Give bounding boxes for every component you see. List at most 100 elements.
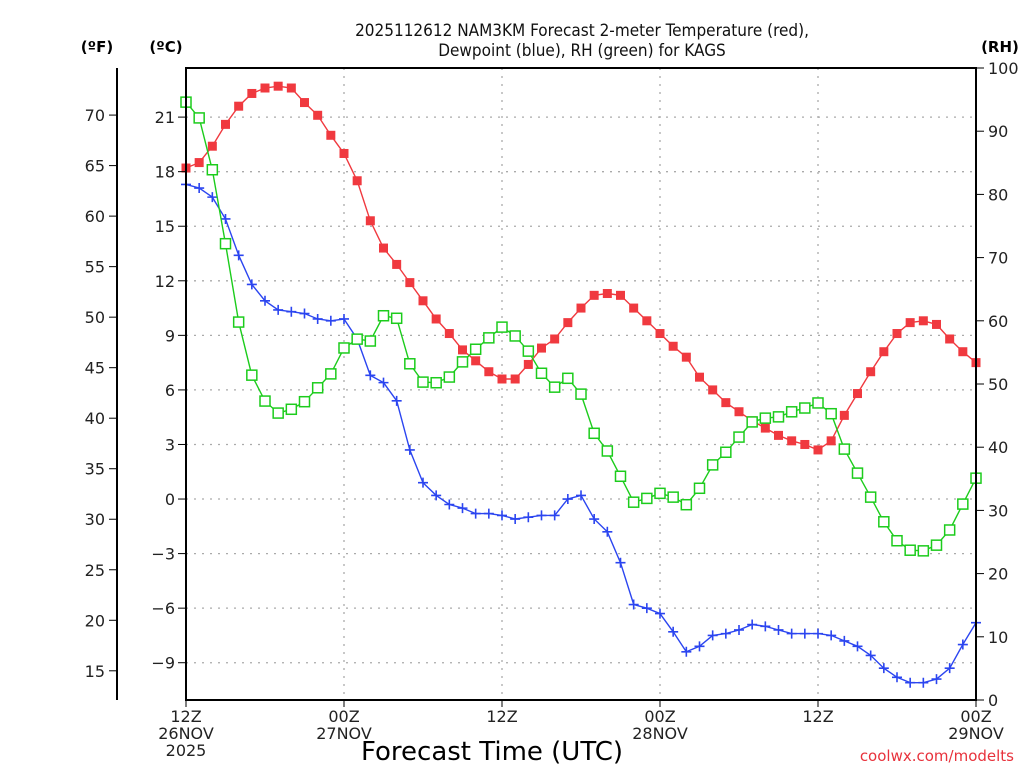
series-layer (180, 81, 982, 688)
temperature-point (207, 141, 217, 151)
credit-link[interactable]: coolwx.com/modelts (860, 747, 1014, 765)
temperature-point (273, 81, 283, 91)
fahrenheit-tick-label: 30 (85, 510, 105, 529)
temperature-point (444, 329, 454, 339)
dewpoint-point (878, 663, 889, 674)
dewpoint-point (497, 510, 507, 521)
temperature-point (471, 356, 481, 366)
dewpoint-point (865, 650, 876, 661)
celsius-tick-label: 21 (155, 108, 175, 127)
rh-unit-label: (RH) (981, 38, 1019, 56)
chart-title-line2: Dewpoint (blue), RH (green) for KAGS (438, 41, 726, 61)
rh-point (706, 459, 719, 471)
x-tick-label: 29NOV (948, 724, 1004, 743)
rh-point (496, 321, 508, 333)
temperature-point (247, 88, 257, 98)
rh-point (733, 431, 745, 443)
rh-point (417, 376, 429, 388)
rh-point (667, 491, 679, 503)
temperature-point (326, 130, 336, 140)
rh-point (232, 316, 245, 328)
temperature-point (905, 318, 915, 328)
temperature-point (774, 430, 783, 440)
dewpoint-point (365, 370, 376, 381)
temperature-point (234, 101, 244, 111)
fahrenheit-tick-label: 50 (85, 308, 105, 327)
fahrenheit-tick-label: 15 (85, 662, 105, 681)
temperature-point (602, 289, 612, 299)
fahrenheit-unit-label: (ºF) (81, 38, 113, 56)
dewpoint-point (470, 508, 481, 519)
dewpoint-point (510, 514, 521, 525)
dewpoint-point (641, 603, 652, 614)
rh-point (904, 544, 916, 556)
dewpoint-point (391, 395, 402, 406)
dewpoint-point (957, 639, 968, 650)
dewpoint-point (483, 508, 494, 519)
temperature-point (563, 318, 573, 328)
temperature-point (800, 439, 810, 449)
rh-tick-label: 40 (988, 438, 1008, 457)
rh-point (456, 356, 469, 368)
temperature-point (484, 367, 494, 377)
dewpoint-point (220, 213, 231, 224)
temperature-point (510, 374, 520, 384)
rh-point (654, 487, 666, 500)
rh-point (799, 402, 811, 414)
rh-point (325, 368, 337, 380)
rh-point (535, 367, 548, 380)
temperature-point (221, 119, 230, 129)
rh-point (351, 333, 363, 345)
rh-point (891, 534, 903, 547)
rh-point (390, 312, 403, 325)
x-tick-label: 28NOV (632, 724, 688, 743)
fahrenheit-tick-label: 45 (85, 359, 105, 378)
rh-point (851, 467, 864, 479)
x-tick-label: 12Z (170, 707, 201, 726)
rh-line (185, 101, 977, 552)
rh-point (917, 545, 930, 557)
x-tick-label: 00Z (644, 707, 675, 726)
rh-tick-label: 90 (988, 122, 1008, 141)
x-tick-label: 00Z (960, 707, 991, 726)
x-axis-title: Forecast Time (UTC) (361, 737, 623, 767)
temperature-point (300, 98, 309, 108)
x-tick-label: 12Z (486, 707, 517, 726)
temperature-point (418, 296, 428, 306)
rh-tick-label: 80 (988, 185, 1008, 204)
dewpoint-point (839, 635, 850, 646)
dewpoint-point (668, 626, 679, 637)
temperature-point (642, 316, 652, 326)
fahrenheit-tick-label: 65 (85, 157, 105, 176)
x-tick-label: 00Z (328, 707, 359, 726)
rh-tick-label: 0 (988, 691, 998, 710)
rh-tick-label: 70 (988, 249, 1008, 268)
x-tick-label: 27NOV (316, 724, 372, 743)
celsius-unit-label: (ºC) (149, 38, 182, 56)
temperature-point (352, 176, 362, 186)
dewpoint-point (655, 608, 665, 619)
fahrenheit-tick-label: 35 (85, 460, 105, 479)
dewpoint-point (233, 250, 244, 261)
dewpoint-point (773, 624, 784, 635)
rh-point (219, 237, 232, 250)
rh-point (772, 411, 785, 423)
temperature-point (550, 334, 560, 344)
temperature-point (932, 319, 941, 329)
dewpoint-point (615, 557, 626, 568)
temperature-point (813, 445, 823, 455)
dewpoint-point (931, 674, 942, 685)
rh-point (469, 343, 482, 355)
temperature-point (787, 436, 797, 446)
temperature-point (523, 359, 533, 369)
rh-point (259, 395, 271, 407)
temperature-point (958, 347, 968, 357)
dewpoint-point (260, 295, 270, 306)
dewpoint-point (404, 444, 415, 455)
temperature-point (286, 83, 296, 93)
rh-tick-label: 20 (988, 565, 1008, 584)
fahrenheit-tick-label: 40 (85, 409, 105, 428)
dewpoint-point (681, 646, 692, 657)
rh-point (720, 446, 732, 459)
chart-title-line1: 2025112612 NAM3KM Forecast 2-meter Tempe… (355, 21, 809, 41)
